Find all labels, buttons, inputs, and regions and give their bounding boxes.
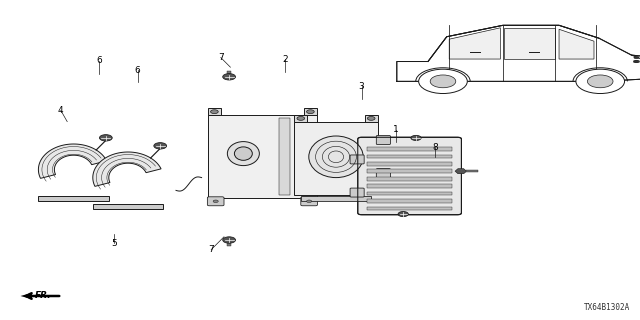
- Polygon shape: [367, 206, 452, 210]
- Text: 2: 2: [282, 55, 287, 64]
- FancyBboxPatch shape: [358, 137, 461, 215]
- Circle shape: [223, 74, 236, 80]
- Polygon shape: [20, 293, 32, 299]
- Polygon shape: [227, 240, 231, 246]
- Ellipse shape: [227, 141, 259, 166]
- Polygon shape: [367, 170, 452, 173]
- Text: 8: 8: [433, 143, 438, 152]
- Text: FR.: FR.: [35, 291, 51, 300]
- Text: 3: 3: [359, 82, 364, 91]
- Polygon shape: [367, 147, 452, 151]
- Circle shape: [634, 56, 639, 59]
- Circle shape: [576, 69, 625, 93]
- Polygon shape: [279, 118, 289, 195]
- Polygon shape: [294, 115, 307, 122]
- Circle shape: [588, 75, 613, 88]
- Polygon shape: [365, 115, 378, 122]
- Polygon shape: [367, 155, 452, 158]
- Circle shape: [419, 69, 467, 93]
- Polygon shape: [38, 144, 107, 178]
- Polygon shape: [559, 29, 594, 59]
- Ellipse shape: [309, 136, 364, 178]
- Polygon shape: [466, 170, 478, 172]
- FancyBboxPatch shape: [301, 197, 317, 206]
- Text: 5: 5: [111, 239, 116, 248]
- Circle shape: [411, 135, 421, 140]
- Circle shape: [307, 110, 314, 114]
- Text: 4: 4: [58, 106, 63, 115]
- Polygon shape: [227, 71, 231, 77]
- FancyBboxPatch shape: [207, 197, 224, 206]
- Circle shape: [633, 60, 638, 63]
- Circle shape: [307, 200, 312, 203]
- Polygon shape: [449, 28, 500, 59]
- Text: 7: 7: [218, 53, 223, 62]
- Circle shape: [99, 135, 112, 141]
- FancyBboxPatch shape: [376, 169, 390, 178]
- Polygon shape: [93, 152, 161, 186]
- Polygon shape: [93, 204, 163, 209]
- Text: 7: 7: [209, 245, 214, 254]
- Polygon shape: [304, 108, 317, 115]
- Polygon shape: [397, 25, 640, 81]
- Polygon shape: [367, 184, 452, 188]
- Circle shape: [223, 237, 236, 243]
- Ellipse shape: [234, 147, 252, 160]
- Circle shape: [367, 116, 375, 120]
- Polygon shape: [367, 162, 452, 166]
- Polygon shape: [38, 196, 109, 201]
- Text: 6: 6: [97, 56, 102, 65]
- Circle shape: [634, 60, 639, 63]
- Circle shape: [398, 212, 408, 217]
- Circle shape: [297, 116, 305, 120]
- FancyBboxPatch shape: [350, 155, 364, 164]
- Text: TX64B1302A: TX64B1302A: [584, 303, 630, 312]
- Circle shape: [430, 75, 456, 88]
- FancyBboxPatch shape: [350, 188, 364, 197]
- Circle shape: [211, 110, 218, 114]
- Text: 1: 1: [393, 125, 398, 134]
- FancyBboxPatch shape: [294, 122, 378, 195]
- FancyBboxPatch shape: [376, 135, 390, 145]
- Polygon shape: [504, 28, 556, 59]
- FancyBboxPatch shape: [208, 115, 317, 198]
- Polygon shape: [301, 196, 371, 201]
- Polygon shape: [367, 199, 452, 203]
- Polygon shape: [367, 177, 452, 180]
- Polygon shape: [455, 169, 467, 174]
- Text: 6: 6: [135, 66, 140, 75]
- Circle shape: [154, 143, 166, 149]
- Circle shape: [213, 200, 218, 203]
- Polygon shape: [367, 192, 452, 196]
- Polygon shape: [208, 108, 221, 115]
